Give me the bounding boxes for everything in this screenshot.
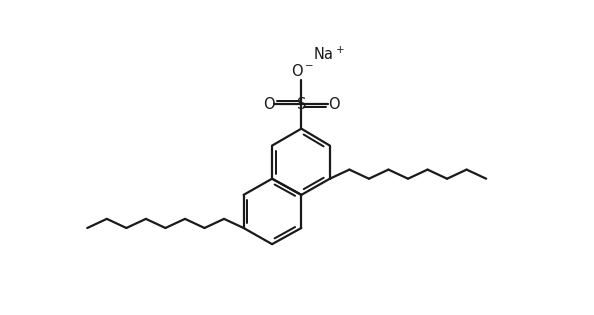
Text: S: S <box>296 96 306 112</box>
Text: O$^-$: O$^-$ <box>290 63 314 79</box>
Text: O: O <box>263 96 275 112</box>
Text: Na$^+$: Na$^+$ <box>313 46 345 63</box>
Text: O: O <box>328 96 340 112</box>
